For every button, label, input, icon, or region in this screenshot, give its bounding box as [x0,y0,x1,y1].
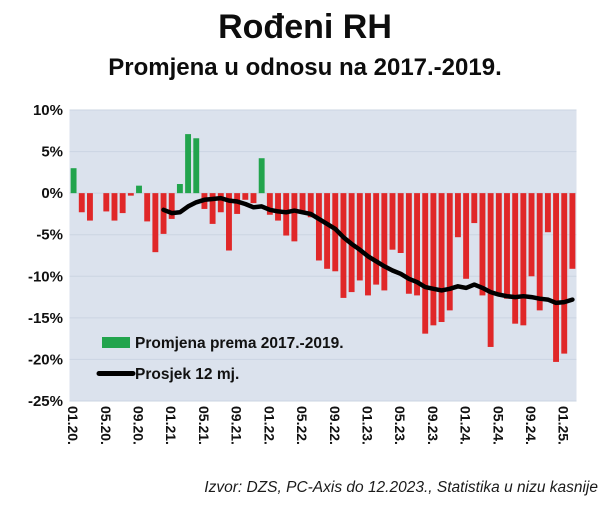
bar-negative [438,193,445,323]
y-axis-tick-label: 10% [33,102,63,119]
bar-negative [397,193,404,253]
bar-negative [414,193,420,296]
x-axis-tick-label: 01.24. [458,406,474,445]
bar-negative [471,193,478,224]
x-axis-tick-label: 01.23. [360,406,376,445]
x-axis-tick-label: 09.23. [425,406,441,445]
bar-negative [381,193,388,291]
bar-negative [226,193,232,251]
bar-negative [144,193,151,222]
bar-negative [266,193,273,215]
bar-negative [454,193,461,238]
bar-negative [553,193,559,362]
bar-negative [160,193,167,234]
chart-title: Rođeni RH [218,8,392,46]
bar-negative [544,193,551,233]
x-axis-tick-label: 05.24. [490,406,506,445]
x-axis-tick-label: 01.20. [65,406,81,445]
x-axis-tick-label: 05.23. [392,406,408,445]
x-axis-tick-label: 05.20. [98,406,114,445]
x-axis-tick-label: 05.22. [294,406,310,445]
bar-negative [111,193,118,221]
bar-positive [70,168,77,194]
y-axis-tick-label: -10% [28,268,63,285]
bar-negative [340,193,347,298]
x-axis-tick-label: 09.20. [131,406,147,445]
y-axis-tick-label: -5% [36,227,63,244]
bar-negative [87,193,93,221]
y-axis-tick-label: -20% [28,351,63,368]
bar-negative [512,193,519,324]
bar-negative [463,193,470,279]
bar-negative [405,193,412,294]
legend-bar-label: Promjena prema 2017.-2019. [135,335,344,352]
bar-negative [495,193,502,296]
bar-negative [119,193,126,214]
bar-negative [103,193,110,212]
bar-negative [250,193,257,204]
bar-positive [185,134,192,194]
bar-negative [569,193,576,269]
y-axis-tick-label: 5% [41,144,63,161]
bar-negative [504,193,510,299]
x-axis-tick-label: 05.21. [196,406,212,445]
x-axis-tick-label: 01.21. [163,406,179,445]
bar-negative [561,193,568,354]
bar-negative [168,193,175,219]
bar-negative [479,193,486,296]
bar-negative [528,193,535,277]
bar-negative [373,193,380,285]
bar-negative [127,193,134,196]
bar-negative [422,193,429,334]
bar-negative [307,193,314,218]
bar-negative [430,193,437,326]
bar-negative [152,193,159,253]
bar-negative [242,193,249,200]
source-note: Izvor: DZS, PC-Axis do 12.2023., Statist… [204,479,598,496]
y-axis-tick-label: -15% [28,310,63,327]
x-axis-tick-label: 01.25. [556,406,572,445]
bar-negative [78,193,85,213]
x-axis-tick-label: 09.24. [523,406,539,445]
bar-negative [536,193,543,311]
bar-negative [520,193,527,326]
legend-line-label: Prosjek 12 mj. [135,366,239,383]
legend-bar-swatch [102,337,130,348]
bar-negative [217,193,224,213]
bar-negative [315,193,322,261]
x-axis-tick-label: 09.22. [327,406,343,445]
bar-positive [176,184,183,194]
bar-negative [389,193,396,250]
bar-positive [193,138,200,194]
bar-negative [446,193,453,311]
bar-positive [258,158,265,194]
bar-negative [324,193,331,269]
chart-subtitle: Promjena u odnosu na 2017.-2019. [108,54,502,81]
average-line [161,195,575,306]
bar-negative [299,193,306,214]
x-axis-tick-label: 01.22. [261,406,277,445]
bar-negative [365,193,371,296]
bar-positive [136,185,142,194]
x-axis-tick-label: 09.21. [229,406,245,445]
bar-negative [275,193,281,221]
bar-negative [209,193,216,224]
y-axis-tick-label: -25% [28,393,63,410]
bar-negative [356,193,363,281]
bar-negative [291,193,298,242]
bar-negative [487,193,494,347]
bar-negative [332,193,339,272]
y-axis-tick-label: 0% [41,185,63,202]
